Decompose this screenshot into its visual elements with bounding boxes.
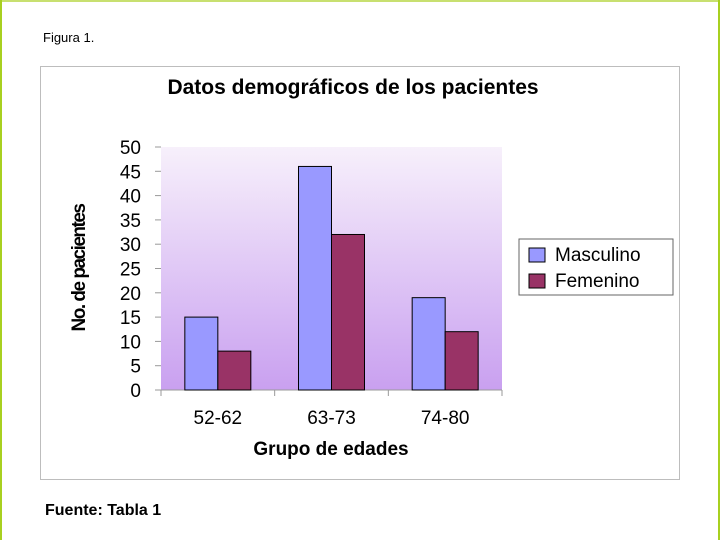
bar-masculino-63-73 <box>298 165 332 391</box>
x-axis-label: Grupo de edades <box>253 439 408 460</box>
source-note: Fuente: Tabla 1 <box>45 502 162 519</box>
chart-title: Datos demográficos de los pacientes <box>167 76 538 99</box>
x-tick-label: 52-62 <box>194 408 243 429</box>
chart-container: Datos demográficos de los pacientes 0 5 10… <box>40 66 680 480</box>
bar-femenino-52-62 <box>217 350 252 391</box>
legend-swatch-masculino <box>528 247 546 263</box>
x-axis-ticks: 52-62 63-73 74-80 <box>160 390 503 429</box>
y-tick-label: 35 <box>120 211 141 232</box>
slide-border-left <box>0 0 2 540</box>
bars-group <box>184 165 479 391</box>
y-axis-label: No. de pacientes <box>69 204 90 332</box>
slide-border-top <box>0 0 720 2</box>
figure-caption: Figura 1. <box>43 30 95 45</box>
y-tick-label: 5 <box>130 357 141 378</box>
legend-swatch-femenino <box>528 273 546 289</box>
bar-masculino-52-62 <box>184 316 219 391</box>
slide-border-right <box>718 0 720 540</box>
y-tick-label: 30 <box>120 235 141 256</box>
legend-label-masculino: Masculino <box>555 245 641 266</box>
y-tick-label: 0 <box>130 381 141 402</box>
y-tick-label: 15 <box>120 308 141 329</box>
bar-chart: Datos demográficos de los pacientes 0 5 10… <box>69 76 674 460</box>
y-axis-ticks: 0 5 10 15 20 25 30 35 40 45 50 <box>120 138 161 402</box>
y-tick-label: 45 <box>120 162 141 183</box>
legend-label-femenino: Femenino <box>555 271 640 292</box>
bar-masculino-74-80 <box>411 297 446 391</box>
y-tick-label: 10 <box>120 332 141 353</box>
bar-femenino-74-80 <box>444 331 479 391</box>
y-tick-label: 20 <box>120 284 141 305</box>
y-tick-label: 25 <box>120 260 141 281</box>
bar-femenino-63-73 <box>331 233 365 391</box>
y-tick-label: 40 <box>120 187 141 208</box>
x-tick-label: 74-80 <box>421 408 470 429</box>
y-tick-label: 50 <box>120 138 141 159</box>
x-tick-label: 63-73 <box>307 408 356 429</box>
chart-legend: Masculino Femenino <box>518 238 674 296</box>
